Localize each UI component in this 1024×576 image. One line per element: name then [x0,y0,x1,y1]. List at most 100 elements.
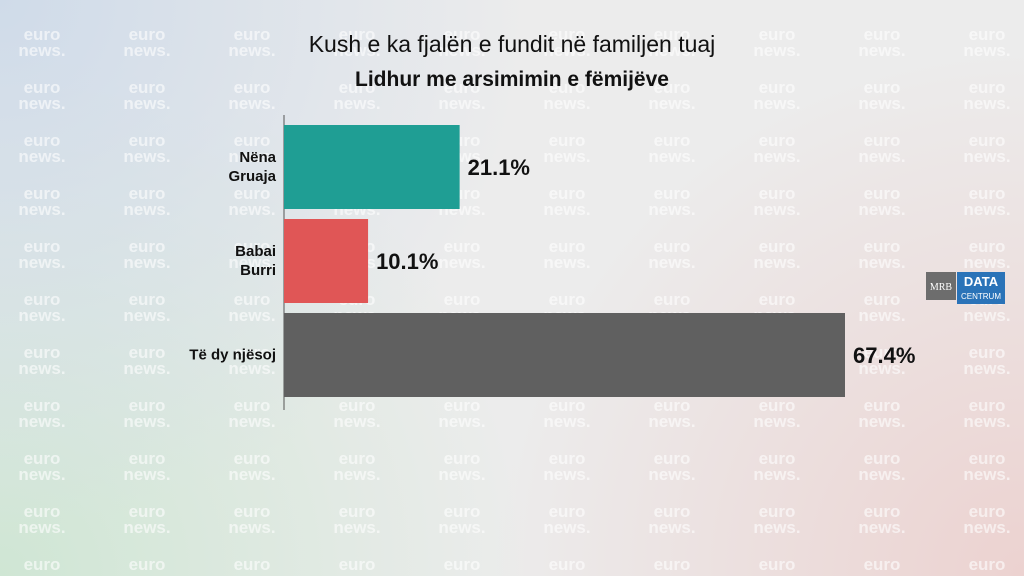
watermark: news. [228,465,275,484]
watermark: euro [444,237,481,256]
watermark: euro [969,343,1006,362]
watermark: news. [858,41,905,60]
watermark: news. [963,465,1010,484]
watermark: euro [654,396,691,415]
watermark: news. [858,571,905,576]
bar [284,125,460,209]
watermark: news. [753,571,800,576]
watermark: news. [648,465,695,484]
watermark: news. [228,412,275,431]
watermark: news. [123,359,170,378]
watermark: euro [129,343,166,362]
watermark: news. [228,518,275,537]
watermark: news. [753,465,800,484]
watermark: news. [543,465,590,484]
watermark: news. [438,412,485,431]
watermark: euro [444,449,481,468]
watermark: news. [333,465,380,484]
watermark: news. [438,465,485,484]
watermark: news. [18,200,65,219]
value-label: 10.1% [376,249,438,274]
watermark: news. [333,518,380,537]
watermark: euro [864,78,901,97]
watermark: euro [234,25,271,44]
chart-subtitle: Lidhur me arsimimin e fëmijëve [355,68,669,91]
watermark: news. [648,41,695,60]
logo-box [957,272,1005,304]
watermark: news. [18,518,65,537]
watermark: news. [648,518,695,537]
watermark: euro [129,131,166,150]
watermark: euro [654,555,691,574]
watermark: euro [864,502,901,521]
bar [284,313,845,397]
watermark: euro [129,396,166,415]
watermark: news. [648,147,695,166]
watermark: news. [963,571,1010,576]
watermark: news. [963,412,1010,431]
watermark: euro [549,555,586,574]
watermark: euro [339,449,376,468]
watermark: news. [543,518,590,537]
watermark: news. [228,41,275,60]
watermark: euro [234,449,271,468]
watermark: news. [123,94,170,113]
watermark: euro [969,131,1006,150]
watermark: euro [969,555,1006,574]
watermark: euro [129,25,166,44]
watermark: euro [759,396,796,415]
logo: MRB DATA CENTRUM [926,272,1005,304]
watermark: euro [444,78,481,97]
watermark: euro [234,78,271,97]
watermark: euro [24,78,61,97]
watermark: euro [24,555,61,574]
watermark: euro [759,290,796,309]
watermark: euro [129,237,166,256]
watermark: news. [18,465,65,484]
watermark: euro [549,25,586,44]
watermark: euro [339,502,376,521]
watermark: news. [963,41,1010,60]
watermark: euro [129,449,166,468]
watermark: news. [18,571,65,576]
watermark: euro [129,555,166,574]
watermark: news. [228,253,275,272]
watermark: euro [969,502,1006,521]
watermark: euro [549,184,586,203]
watermark: news. [543,147,590,166]
watermark: news. [18,359,65,378]
watermark: euro [24,502,61,521]
watermark: news. [18,41,65,60]
watermark: news. [858,465,905,484]
watermark: news. [648,571,695,576]
watermark: euro [339,396,376,415]
watermark: euro [654,78,691,97]
watermark: news. [753,253,800,272]
logo-box [926,272,956,300]
watermark: news. [648,200,695,219]
watermark: euro [444,555,481,574]
watermark: news. [228,147,275,166]
watermark: news. [333,94,380,113]
watermark: euro [654,237,691,256]
watermark: euro [549,237,586,256]
watermark: euro [759,78,796,97]
watermark: news. [18,94,65,113]
watermark: news. [753,518,800,537]
watermark: news. [438,518,485,537]
watermark: news. [543,412,590,431]
watermark: euro [234,343,271,362]
watermark: euro [234,396,271,415]
watermark: euro [654,449,691,468]
watermark: news. [438,571,485,576]
watermark: news. [963,306,1010,325]
watermark: euro [549,131,586,150]
watermark: euro [759,184,796,203]
watermark: euro [759,237,796,256]
watermark: euro [24,131,61,150]
watermark: news. [333,571,380,576]
watermark: euro [654,131,691,150]
watermark: euro [549,290,586,309]
watermark: euro [864,290,901,309]
